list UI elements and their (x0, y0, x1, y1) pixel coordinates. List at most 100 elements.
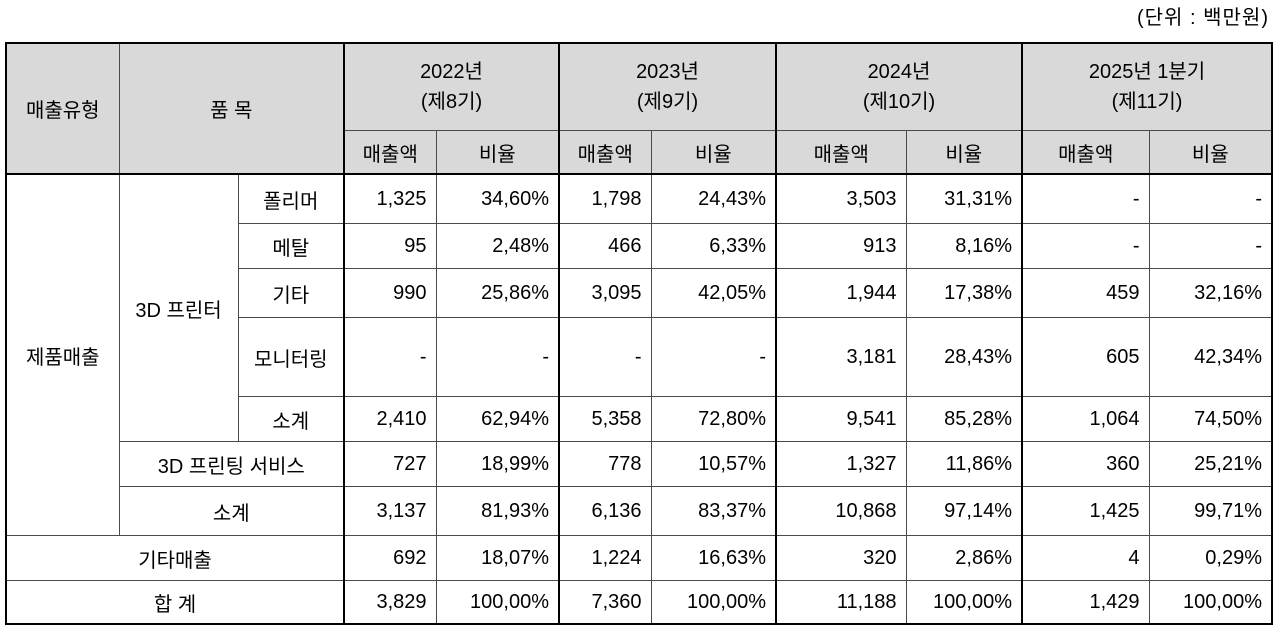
cell-amount: 2,410 (343, 396, 437, 442)
cell-ratio: 34,60% (435, 173, 560, 224)
header-period-2024: 2024년 (제10기) (775, 42, 1023, 131)
cell-ratio: 25,86% (435, 268, 560, 318)
cell-amount: 466 (558, 223, 652, 269)
header-ratio-2022: 비율 (435, 130, 560, 175)
table-row: 3D 프린팅 서비스 727 18,99% 778 10,57% 1,327 1… (6, 441, 1273, 487)
cell-ratio: 42,34% (1148, 317, 1273, 397)
table-row: 기타매출 692 18,07% 1,224 16,63% 320 2,86% 4… (5, 535, 1273, 581)
cell-amount: 1,064 (1021, 396, 1150, 442)
cell-amount: 459 (1021, 268, 1150, 318)
cell-ratio: 11,86% (905, 441, 1023, 487)
period-year: 2022년 (420, 61, 483, 83)
period-year: 2025년 1분기 (1088, 61, 1206, 83)
header-amount-2023: 매출액 (558, 130, 652, 175)
cell-item: 3D 프린팅 서비스 (118, 441, 345, 487)
cell-amount: 3,503 (775, 173, 907, 224)
cell-amount: 1,425 (1021, 486, 1150, 536)
sales-table: 매출유형 품 목 2022년 (제8기) 2023년 (제9기) 2024년 (… (5, 42, 1274, 625)
cell-ratio: - (1148, 223, 1273, 269)
period-term: (제10기) (862, 91, 936, 113)
cell-ratio: 6,33% (650, 223, 777, 269)
header-item: 품 목 (118, 42, 345, 175)
cell-item: 소계 (237, 396, 345, 442)
cell-item-group: 3D 프린터 (118, 173, 239, 442)
header-period-2022: 2022년 (제8기) (343, 42, 560, 131)
cell-ratio: 100,00% (650, 580, 777, 625)
cell-amount: 913 (775, 223, 907, 269)
cell-ratio: 31,31% (905, 173, 1023, 224)
cell-item: 폴리머 (237, 173, 345, 224)
cell-amount: 3,829 (343, 580, 437, 625)
table-row: 제품매출 3D 프린터 폴리머 1,325 34,60% 1,798 24,43… (5, 173, 1273, 536)
cell-ratio: - (650, 317, 777, 397)
cell-ratio: 72,80% (650, 396, 777, 442)
cell-amount: - (1021, 223, 1150, 269)
cell-amount: 5,358 (558, 396, 652, 442)
cell-ratio: 100,00% (905, 580, 1023, 625)
cell-ratio: 28,43% (905, 317, 1023, 397)
table-row: 모니터링 - - - - 3,181 28,43% 605 42,34% (6, 317, 1273, 397)
period-term: (제8기) (420, 91, 483, 113)
cell-ratio: 10,57% (650, 441, 777, 487)
cell-amount: 692 (343, 535, 437, 581)
header-row-measures: 매출액 비율 매출액 비율 매출액 비율 매출액 비율 (6, 130, 1273, 175)
cell-ratio: 62,94% (435, 396, 560, 442)
cell-ratio: 100,00% (1148, 580, 1273, 625)
cell-amount: 1,327 (775, 441, 907, 487)
header-row-periods: 매출유형 품 목 2022년 (제8기) 2023년 (제9기) 2024년 (… (5, 42, 1273, 175)
cell-amount: 4 (1021, 535, 1150, 581)
cell-ratio: - (1148, 173, 1273, 224)
cell-amount: 1,429 (1021, 580, 1150, 625)
period-year: 2023년 (636, 61, 699, 83)
cell-ratio: 2,86% (905, 535, 1023, 581)
header-period-2023: 2023년 (제9기) (558, 42, 777, 131)
cell-amount: 11,188 (775, 580, 907, 625)
cell-amount: - (1021, 173, 1150, 224)
cell-ratio: 85,28% (905, 396, 1023, 442)
cell-amount: 605 (1021, 317, 1150, 397)
cell-amount: 1,798 (558, 173, 652, 224)
cell-amount: 10,868 (775, 486, 907, 536)
cell-ratio: 18,99% (435, 441, 560, 487)
cell-amount: - (558, 317, 652, 397)
cell-item: 기타 (237, 268, 345, 318)
cell-ratio: 17,38% (905, 268, 1023, 318)
cell-amount: 1,224 (558, 535, 652, 581)
cell-ratio: - (435, 317, 560, 397)
header-amount-2025: 매출액 (1021, 130, 1150, 175)
table-row: 소계 3,137 81,93% 6,136 83,37% 10,868 97,1… (6, 486, 1273, 536)
header-ratio-2025: 비율 (1148, 130, 1273, 175)
cell-ratio: 83,37% (650, 486, 777, 536)
cell-ratio: 99,71% (1148, 486, 1273, 536)
period-term: (제11기) (1111, 91, 1183, 113)
table-row: 소계 2,410 62,94% 5,358 72,80% 9,541 85,28… (6, 396, 1273, 442)
cell-amount: 1,944 (775, 268, 907, 318)
cell-ratio: 25,21% (1148, 441, 1273, 487)
period-year: 2024년 (867, 61, 931, 83)
cell-amount: 778 (558, 441, 652, 487)
cell-item: 합 계 (5, 580, 345, 625)
cell-amount: 360 (1021, 441, 1150, 487)
header-sales-type: 매출유형 (5, 42, 120, 175)
cell-ratio: 97,14% (905, 486, 1023, 536)
cell-item: 기타매출 (5, 535, 345, 581)
header-period-2025: 2025년 1분기 (제11기) (1021, 42, 1273, 131)
cell-amount: - (343, 317, 437, 397)
cell-amount: 320 (775, 535, 907, 581)
cell-ratio: 2,48% (435, 223, 560, 269)
page-container: (단위 : 백만원) 매출유형 품 목 2022년 (제8기) 2023년 (제… (5, 6, 1274, 625)
header-ratio-2024: 비율 (905, 130, 1023, 175)
cell-amount: 6,136 (558, 486, 652, 536)
cell-ratio: 74,50% (1148, 396, 1273, 442)
cell-item: 소계 (118, 486, 345, 536)
unit-label: (단위 : 백만원) (1137, 7, 1269, 29)
cell-amount: 95 (343, 223, 437, 269)
cell-amount: 990 (343, 268, 437, 318)
cell-amount: 3,095 (558, 268, 652, 318)
period-term: (제9기) (636, 91, 699, 113)
cell-ratio: 24,43% (650, 173, 777, 224)
cell-item: 메탈 (237, 223, 345, 269)
header-amount-2024: 매출액 (775, 130, 907, 175)
cell-amount: 3,137 (343, 486, 437, 536)
cell-ratio: 16,63% (650, 535, 777, 581)
